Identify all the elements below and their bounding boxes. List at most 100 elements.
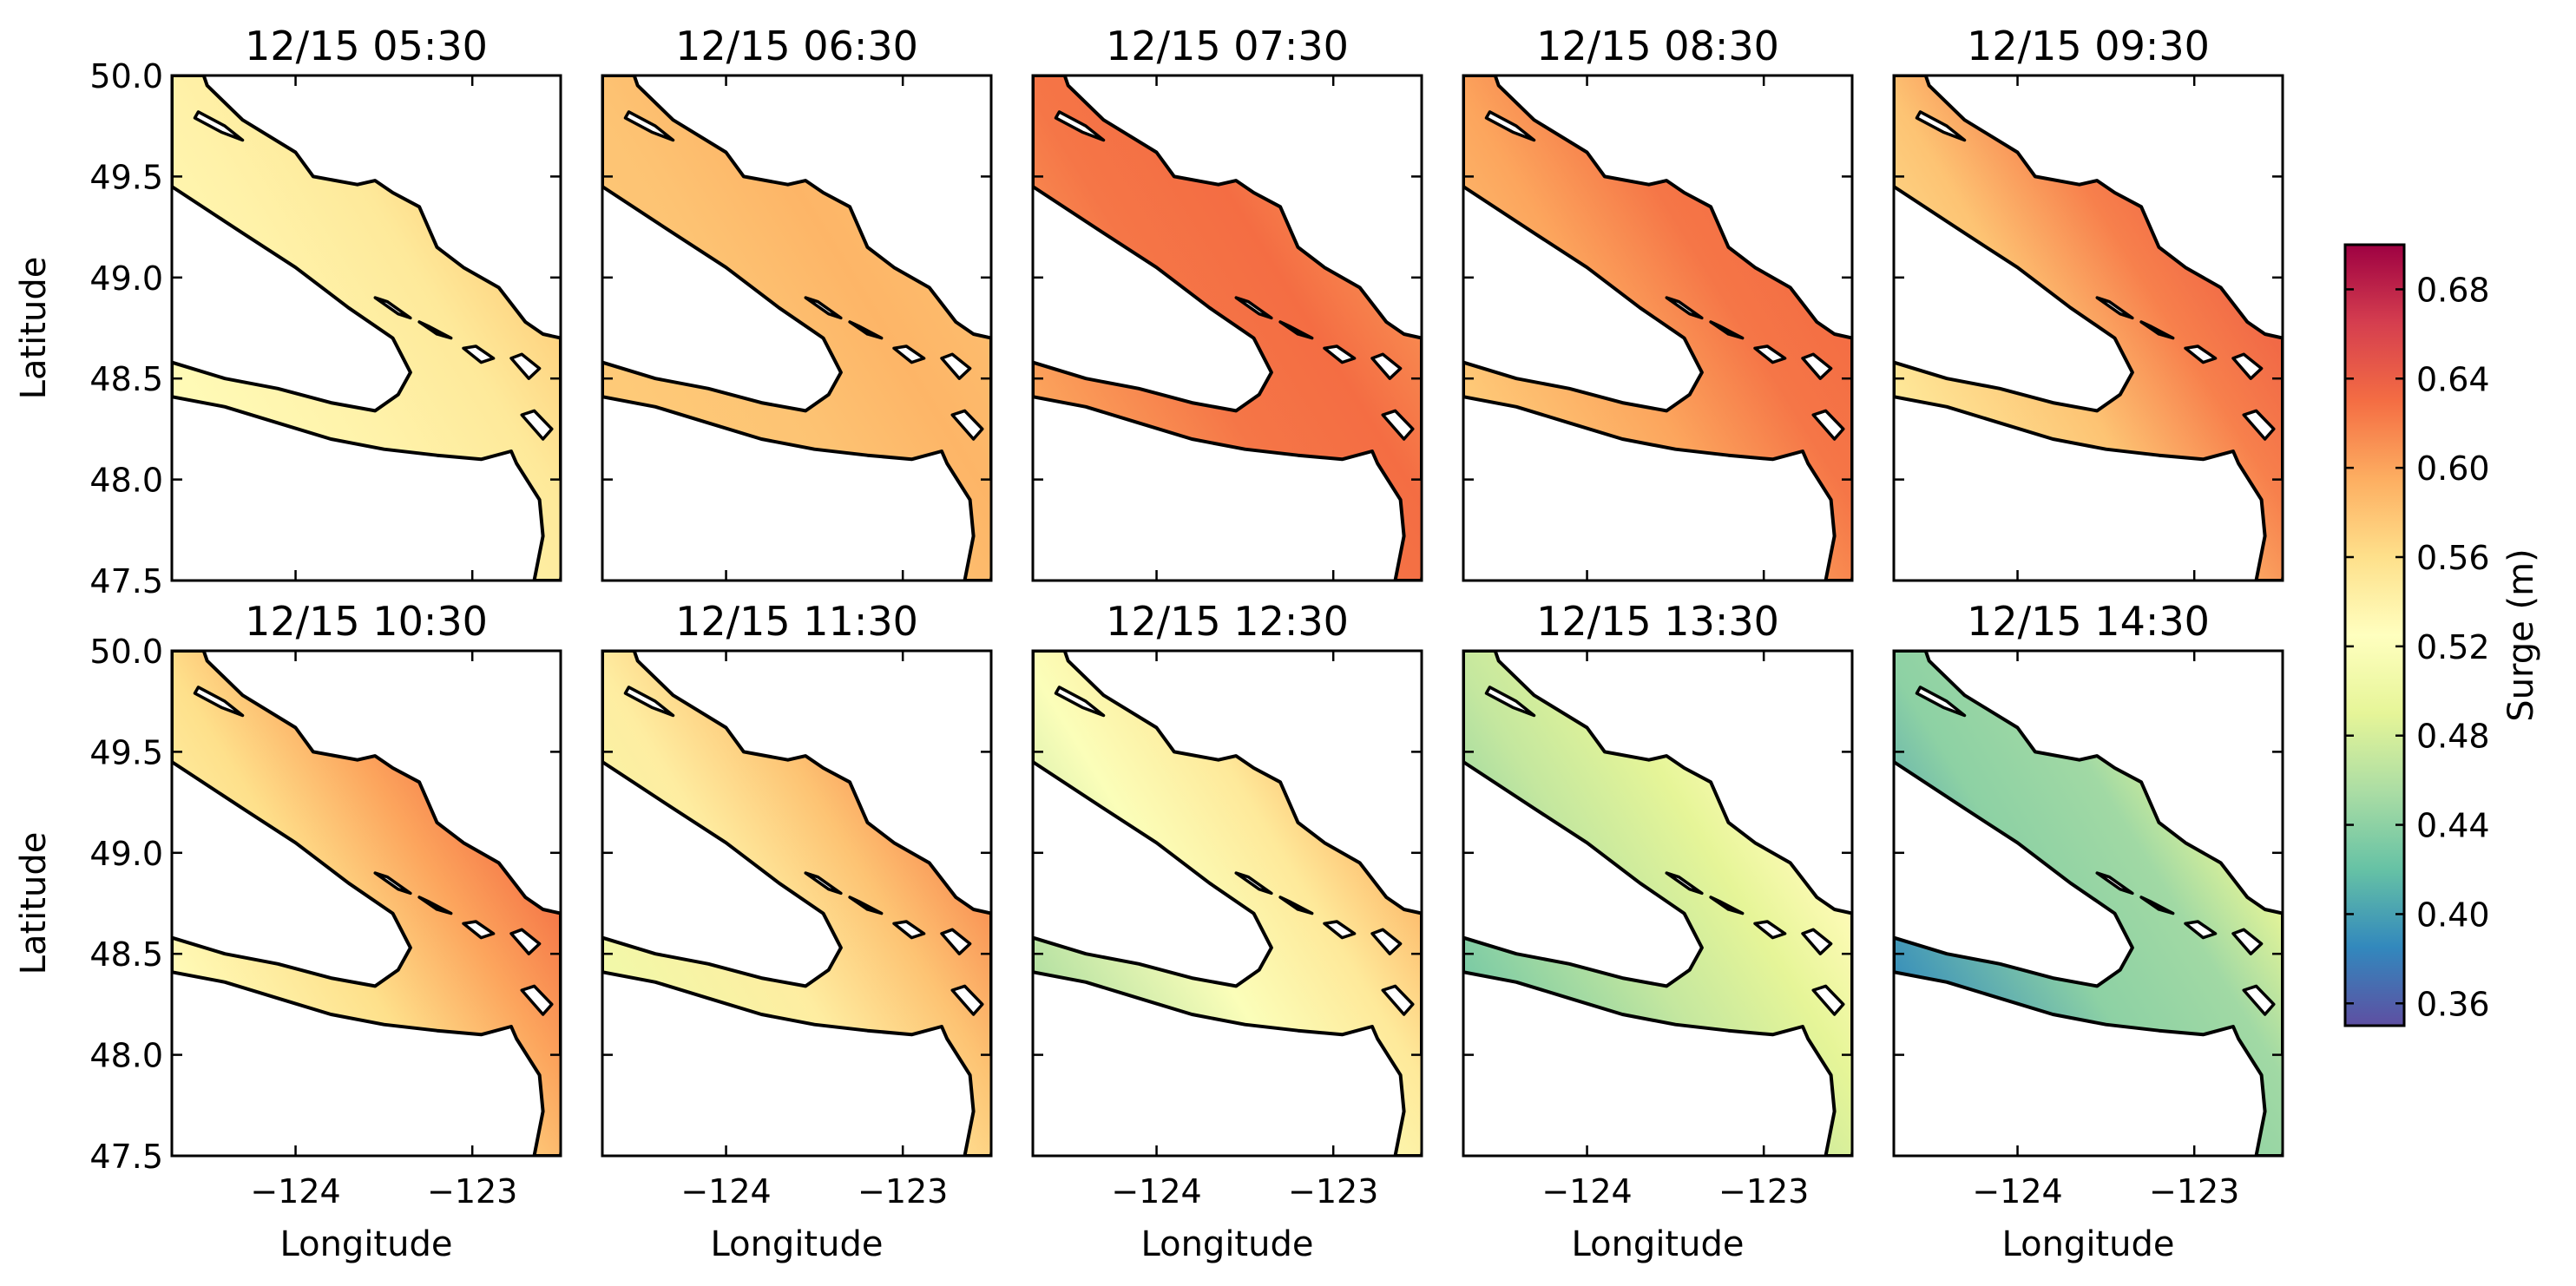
- panel-frame: [170, 649, 562, 1158]
- island: [1370, 352, 1403, 380]
- island: [2242, 984, 2276, 1016]
- island: [1915, 686, 1967, 718]
- island: [417, 896, 453, 915]
- island: [940, 352, 972, 380]
- island: [940, 928, 972, 955]
- panel-frame: [601, 74, 993, 582]
- panel-frame: [601, 649, 993, 1158]
- colorbar-tick-label: 0.52: [2416, 628, 2490, 666]
- panel-frame: [1892, 74, 2284, 582]
- island: [520, 409, 554, 441]
- island: [373, 871, 412, 896]
- island: [1753, 344, 1787, 364]
- island: [1709, 896, 1745, 915]
- colorbar-tick-label: 0.40: [2416, 896, 2490, 934]
- y-tick-label: 47.5: [89, 1138, 163, 1176]
- x-tick-label: −123: [858, 1172, 948, 1211]
- panel-title: 12/15 11:30: [675, 598, 918, 645]
- island: [950, 984, 984, 1016]
- map-panel: 12/15 11:30 −124 −123 Longitude: [601, 598, 993, 1264]
- y-tick-label: 49.5: [89, 733, 163, 771]
- island: [892, 344, 926, 364]
- x-tick-label: −124: [1972, 1172, 2062, 1211]
- y-axis-label: Latitude: [14, 832, 54, 975]
- island: [193, 686, 245, 718]
- panel-frame: [1892, 649, 2284, 1158]
- colorbar-gradient: [2343, 243, 2406, 1027]
- x-tick-label: −123: [1718, 1172, 1809, 1211]
- island: [1381, 984, 1415, 1016]
- panel-frame: [1031, 74, 1423, 582]
- panel-title: 12/15 12:30: [1106, 598, 1349, 645]
- island: [1709, 320, 1745, 340]
- island: [892, 920, 926, 940]
- island: [1484, 686, 1536, 718]
- island: [2095, 871, 2134, 896]
- island: [193, 110, 245, 142]
- island: [804, 871, 843, 896]
- map-panel: 12/15 08:30: [1462, 23, 1854, 582]
- island: [373, 296, 412, 320]
- island: [509, 928, 542, 955]
- island: [1278, 896, 1314, 915]
- map-panel: 12/15 09:30: [1892, 23, 2284, 582]
- island: [1234, 871, 1273, 896]
- x-axis-label: Longitude: [1572, 1224, 1745, 1264]
- island: [804, 296, 843, 320]
- colorbar-tick-label: 0.48: [2416, 718, 2490, 756]
- y-tick-label: 48.5: [89, 935, 163, 974]
- y-axis-label: Latitude: [14, 257, 54, 400]
- panel-title: 12/15 06:30: [675, 23, 918, 69]
- island: [623, 110, 675, 142]
- y-tick-label: 48.0: [89, 462, 163, 500]
- water-body: [602, 75, 991, 581]
- island: [1801, 352, 1833, 380]
- y-tick-label: 47.5: [89, 562, 163, 600]
- panel-title: 12/15 05:30: [245, 23, 488, 69]
- panel-frame: [1031, 649, 1423, 1158]
- panel-title: 12/15 10:30: [245, 598, 488, 645]
- map-panel: 12/15 10:30 50.0 49.5 49.0 48.5 48.0 47.5 −124 −…: [14, 598, 562, 1264]
- island: [2231, 928, 2264, 955]
- island: [2184, 920, 2218, 940]
- island: [1278, 320, 1314, 340]
- island: [1054, 686, 1106, 718]
- colorbar-tick-label: 0.68: [2416, 271, 2490, 309]
- island: [2242, 409, 2276, 441]
- island: [2184, 344, 2218, 364]
- island: [1323, 344, 1357, 364]
- island: [2139, 896, 2175, 915]
- colorbar-tick-label: 0.44: [2416, 807, 2490, 845]
- panel-title: 12/15 07:30: [1106, 23, 1349, 69]
- island: [1484, 110, 1536, 142]
- island: [2139, 320, 2175, 340]
- water-body: [1033, 651, 1422, 1156]
- y-tick-label: 48.0: [89, 1037, 163, 1075]
- island: [848, 320, 884, 340]
- panel-frame: [1462, 649, 1854, 1158]
- panel-title: 12/15 13:30: [1536, 598, 1779, 645]
- y-tick-label: 50.0: [89, 57, 163, 95]
- island: [1370, 928, 1403, 955]
- water-body: [1463, 651, 1852, 1156]
- panel-frame: [1462, 74, 1854, 582]
- x-axis-label: Longitude: [711, 1224, 884, 1264]
- island: [848, 896, 884, 915]
- map-panel: 12/15 13:30 −124 −123 Longitude: [1462, 598, 1854, 1264]
- x-tick-label: −123: [427, 1172, 517, 1211]
- island: [1801, 928, 1833, 955]
- water-body: [602, 651, 991, 1156]
- x-tick-label: −124: [250, 1172, 340, 1211]
- panel-title: 12/15 09:30: [1967, 23, 2210, 69]
- island: [1665, 871, 1704, 896]
- island: [1665, 296, 1704, 320]
- map-panel: 12/15 07:30: [1031, 23, 1423, 582]
- island: [623, 686, 675, 718]
- water-body: [172, 75, 561, 581]
- island: [1915, 110, 1967, 142]
- map-panel: 12/15 06:30: [601, 23, 993, 582]
- panel-title: 12/15 14:30: [1967, 598, 2210, 645]
- x-axis-label: Longitude: [2002, 1224, 2175, 1264]
- island: [509, 352, 542, 380]
